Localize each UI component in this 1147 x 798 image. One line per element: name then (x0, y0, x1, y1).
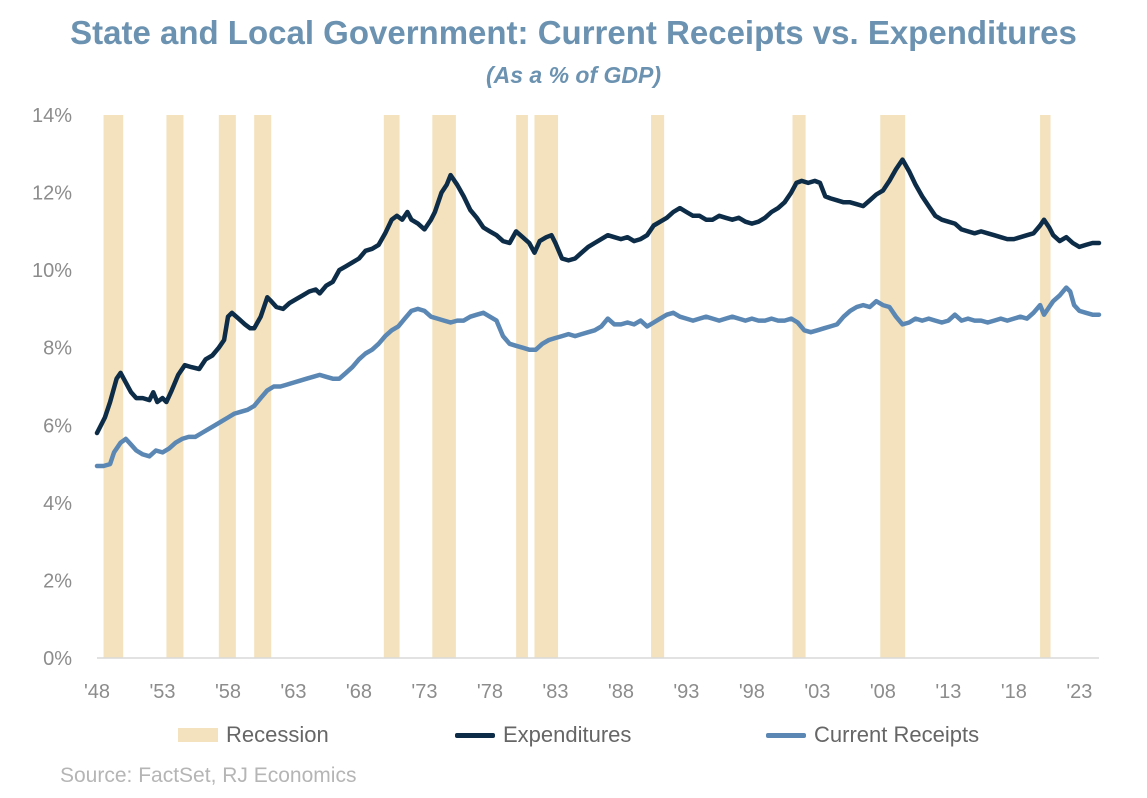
x-tick-label: '98 (739, 681, 765, 703)
recession-band-4 (383, 115, 400, 658)
expenditures-swatch (455, 732, 495, 738)
y-tick-label: 6% (43, 415, 72, 437)
legend-item-recession: Recession (178, 720, 329, 750)
current-receipts-line (94, 285, 1102, 469)
x-tick-label: '18 (1001, 681, 1027, 703)
recession-bands (103, 115, 1051, 658)
y-tick-label: 12% (32, 183, 72, 205)
x-tick-label: '23 (1066, 681, 1092, 703)
legend-label-expenditures: Expenditures (503, 722, 632, 747)
recession-band-11 (1040, 115, 1051, 658)
recession-band-10 (880, 115, 906, 658)
chart-subtitle: (As a % of GDP) (485, 62, 662, 88)
chart-title: State and Local Government: Current Rece… (70, 14, 1077, 51)
recession-band-8 (651, 115, 665, 658)
y-tick-label: 8% (43, 338, 72, 360)
recession-band-7 (534, 115, 559, 658)
recession-swatch (178, 728, 218, 742)
x-tick-label: '88 (608, 681, 634, 703)
legend-item-expenditures: Expenditures (455, 720, 631, 750)
recession-band-9 (792, 115, 806, 658)
x-tick-label: '63 (280, 681, 306, 703)
current-receipts-swatch (766, 732, 806, 738)
chart-series (94, 157, 1102, 469)
legend-item-current-receipts: Current Receipts (766, 720, 979, 750)
x-tick-label: '68 (346, 681, 372, 703)
chart-axes: 0% 2% 4% 6% 8% 10% 12% 14% '48 '53 '58 '63 '68 '73 '78… (32, 105, 1099, 703)
recession-band-2 (218, 115, 236, 658)
y-tick-label: 2% (43, 570, 72, 592)
x-tick-label: '03 (804, 681, 830, 703)
x-tick-label: '78 (477, 681, 503, 703)
x-tick-label: '48 (84, 681, 110, 703)
x-tick-label: '13 (935, 681, 961, 703)
recession-band-6 (516, 115, 528, 658)
y-tick-label: 4% (43, 493, 72, 515)
recession-band-5 (432, 115, 456, 658)
recession-band-3 (254, 115, 272, 658)
x-tick-label: '93 (673, 681, 699, 703)
y-tick-label: 0% (43, 648, 72, 670)
x-tick-label: '58 (215, 681, 241, 703)
x-tick-label: '73 (411, 681, 437, 703)
y-tick-label: 10% (32, 260, 72, 282)
x-tick-label: '08 (870, 681, 896, 703)
legend-label-recession: Recession (226, 722, 329, 747)
source-note: Source: FactSet, RJ Economics (60, 764, 357, 787)
expenditures-line (94, 157, 1102, 436)
legend-label-current-receipts: Current Receipts (814, 722, 980, 747)
x-tick-label: '53 (149, 681, 175, 703)
y-tick-label: 14% (32, 105, 72, 127)
x-tick-label: '83 (542, 681, 568, 703)
